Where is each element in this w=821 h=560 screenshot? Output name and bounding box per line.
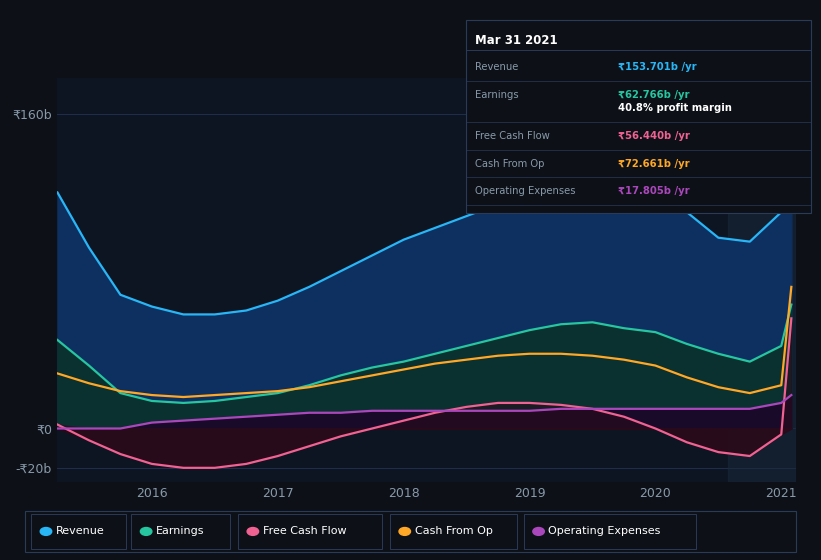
Text: ₹72.661b /yr: ₹72.661b /yr bbox=[618, 158, 690, 169]
Text: ₹153.701b /yr: ₹153.701b /yr bbox=[618, 62, 697, 72]
Text: Cash From Op: Cash From Op bbox=[415, 526, 493, 536]
Text: Revenue: Revenue bbox=[475, 62, 518, 72]
Text: Operating Expenses: Operating Expenses bbox=[548, 526, 661, 536]
Text: 40.8% profit margin: 40.8% profit margin bbox=[618, 103, 732, 113]
Text: Earnings: Earnings bbox=[475, 90, 518, 100]
Text: ₹56.440b /yr: ₹56.440b /yr bbox=[618, 131, 690, 141]
Text: Free Cash Flow: Free Cash Flow bbox=[263, 526, 346, 536]
Bar bbox=[728, 78, 796, 482]
Text: Revenue: Revenue bbox=[56, 526, 104, 536]
Text: Mar 31 2021: Mar 31 2021 bbox=[475, 34, 557, 48]
Text: Cash From Op: Cash From Op bbox=[475, 158, 544, 169]
Text: Earnings: Earnings bbox=[156, 526, 204, 536]
Text: ₹17.805b /yr: ₹17.805b /yr bbox=[618, 186, 690, 196]
Text: Free Cash Flow: Free Cash Flow bbox=[475, 131, 549, 141]
Text: ₹62.766b /yr: ₹62.766b /yr bbox=[618, 90, 690, 100]
Text: Operating Expenses: Operating Expenses bbox=[475, 186, 575, 196]
